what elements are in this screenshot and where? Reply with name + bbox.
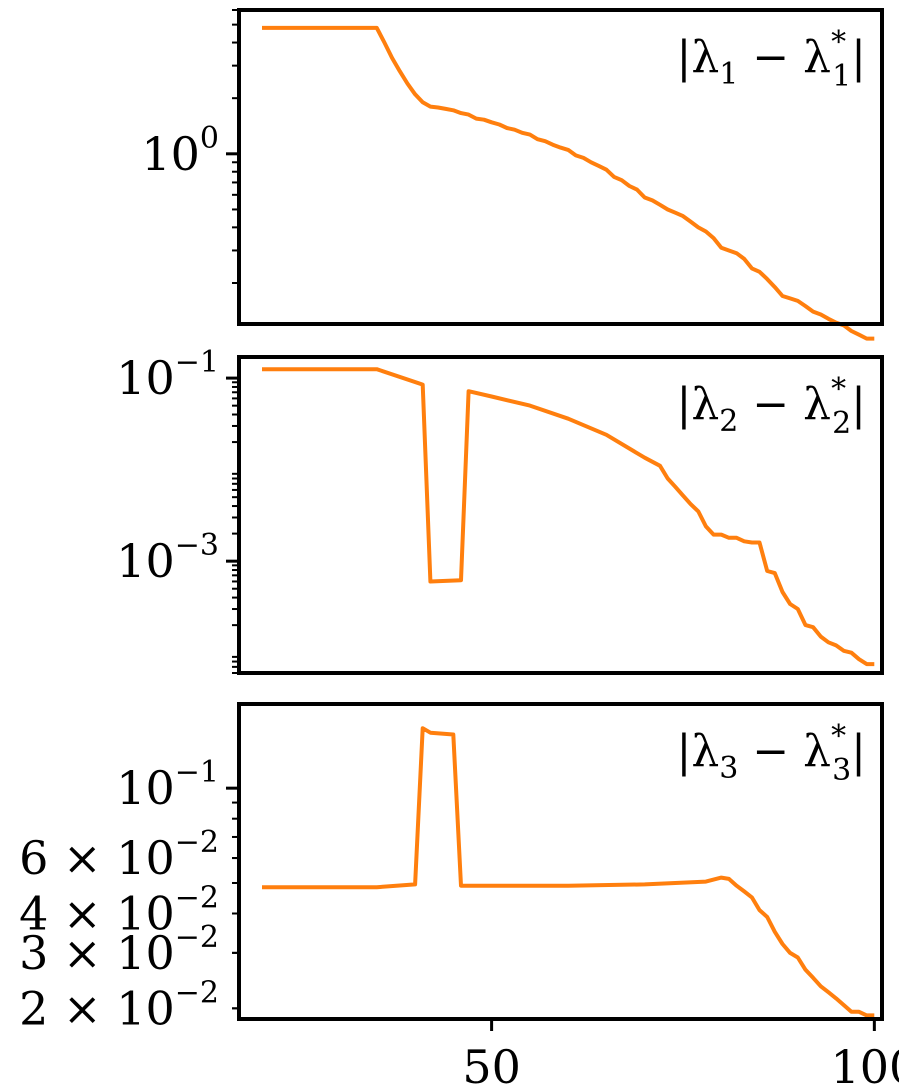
y-tick-label: 3 × 10−2	[19, 920, 219, 980]
panel-lambda2-major-ticks	[226, 376, 239, 563]
y-tick-label: 10−1	[116, 755, 219, 815]
series-line-lambda2-error	[262, 367, 875, 667]
series-line-lambda1-error	[262, 25, 875, 341]
panel-lambda3: 10−1 6 × 10−24 × 10−23 × 10−22 × 10−2 50 1…	[19, 702, 899, 1090]
panel-lambda3-frame	[237, 702, 884, 1021]
panel-lambda1: 100 |λ1 − λ* 1|	[141, 8, 884, 341]
annotation-lambda3-error: |λ3 − λ* 3|	[677, 719, 866, 788]
panel-lambda2-y-tick-labels: 10−1 10−3	[116, 345, 219, 588]
panel-lambda1-frame	[237, 8, 884, 326]
series-line-lambda3-error	[262, 726, 875, 1018]
y-tick-label: 4 × 10−2	[19, 881, 219, 941]
panel-lambda3-x-tick-labels: 50 100	[462, 1040, 899, 1090]
y-tick-label: 10−1	[116, 345, 219, 405]
y-tick-label: 100	[141, 121, 219, 181]
panel-lambda2-minor-ticks	[232, 381, 239, 674]
y-tick-label: 10−3	[116, 528, 219, 588]
y-tick-label: 2 × 10−2	[19, 975, 219, 1035]
annotation-lambda2-error: |λ2 − λ* 2|	[677, 372, 866, 441]
panel-lambda2-frame	[237, 355, 884, 675]
panel-lambda2: 10−1 10−3 |λ2 − λ* 2|	[116, 345, 884, 675]
panel-lambda3-y-tick-labels: 10−1 6 × 10−24 × 10−23 × 10−22 × 10−2	[19, 755, 219, 1035]
panel-lambda3-major-ticks	[226, 786, 876, 1031]
x-tick-label: 50	[462, 1040, 521, 1090]
y-tick-label: 6 × 10−2	[19, 825, 219, 885]
panel-lambda1-y-tick-labels: 100	[141, 121, 219, 181]
x-tick-label: 100	[830, 1040, 899, 1090]
annotation-lambda1-error: |λ1 − λ* 1|	[677, 25, 866, 94]
